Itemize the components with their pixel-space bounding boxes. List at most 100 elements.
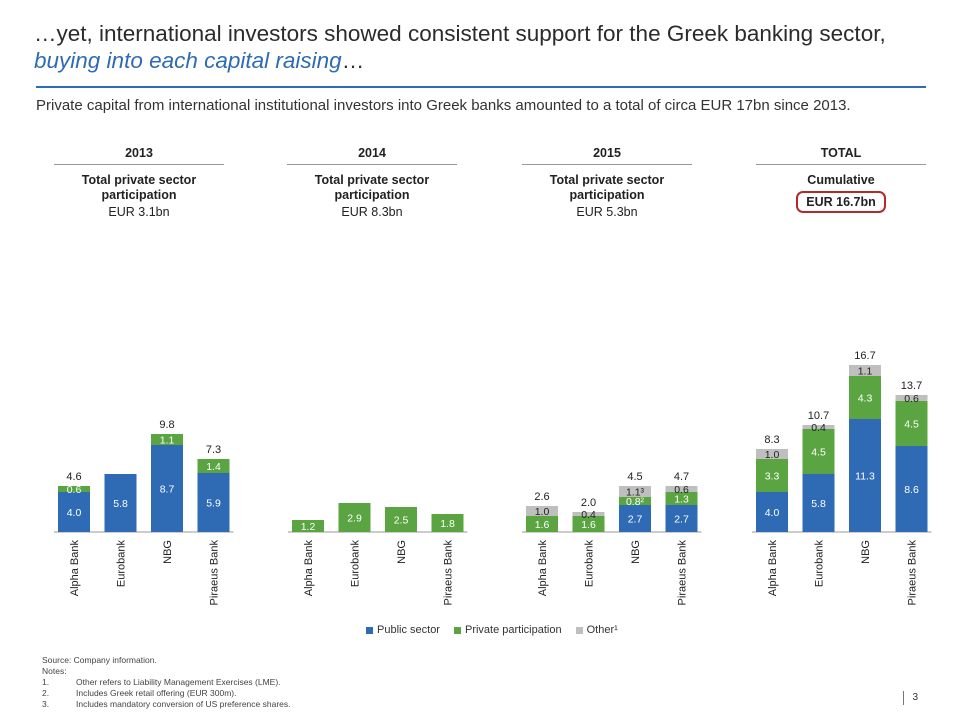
total-label: 2.6 [534, 491, 549, 503]
group-amount: EUR 5.3bn [576, 205, 638, 219]
bar-segment-other [802, 425, 835, 429]
total-label: 13.7 [901, 380, 922, 392]
data-label: 1.6 [535, 519, 550, 531]
group-header-2014: 2014 Total private sector participation … [287, 146, 457, 219]
title-highlight: buying into each capital raising [34, 48, 342, 73]
bar-segment-private [849, 376, 881, 419]
data-label: 1.3 [674, 494, 689, 506]
bar-segment-public [619, 505, 651, 532]
legend-swatch [453, 626, 461, 634]
group-year: 2014 [287, 146, 457, 165]
data-label: 5.9 [206, 498, 221, 510]
bar-segment-private [619, 497, 651, 505]
category-tick-label: Eurobank [814, 540, 826, 588]
total-label: 7.3 [206, 444, 221, 456]
category-tick-label: NBG [162, 540, 174, 564]
legend-item-public: Public sector [366, 624, 440, 636]
category-tick-label: Piraeus Bank [677, 540, 689, 606]
data-label: 4.5 [904, 419, 919, 431]
data-label: 2.7 [628, 514, 643, 526]
category-tick-label: NBG [860, 540, 872, 564]
category-tick-label: NBG [630, 540, 642, 564]
chart-legend: Public sector Private participation Othe… [366, 624, 618, 636]
bar-segment-other [849, 365, 881, 376]
total-label: 10.7 [808, 410, 829, 422]
bar-segment-other [619, 486, 651, 497]
group-amount: EUR 8.3bn [341, 205, 403, 219]
data-label: 1.1 [160, 435, 175, 447]
source-line: Source: Company information. [42, 655, 157, 665]
data-label: 1.1³ [626, 487, 645, 499]
bar-segment-private [665, 492, 698, 505]
bar-segment-private [385, 507, 417, 532]
bar-segment-public [58, 492, 90, 532]
bar-segment-private [58, 486, 90, 492]
footnote-3: 3. Includes mandatory conversion of US pr… [42, 699, 291, 709]
bar-segment-public [849, 419, 881, 532]
data-label: 4.5 [811, 447, 826, 459]
legend-item-other: Other¹ [575, 624, 618, 636]
bar-segment-private [338, 503, 371, 532]
data-label: 8.6 [904, 484, 919, 496]
group-header-2013: 2013 Total private sector participation … [54, 146, 224, 219]
title-text: …yet, international investors showed con… [34, 21, 886, 46]
total-label: 16.7 [854, 350, 875, 362]
page-number: 3 [903, 691, 918, 705]
notes-label: Notes: [42, 666, 67, 676]
total-label: 8.3 [764, 434, 779, 446]
bar-segment-private [802, 429, 835, 474]
category-tick-label: Alpha Bank [303, 540, 315, 597]
group-year: 2013 [54, 146, 224, 165]
total-label: 4.5 [627, 471, 642, 483]
group-label: Cumulative [807, 173, 875, 187]
data-label: 2.9 [347, 513, 362, 525]
total-label: 9.8 [159, 419, 174, 431]
legend-swatch [575, 626, 583, 634]
data-label: 1.8 [440, 518, 455, 530]
category-tick-label: Alpha Bank [537, 540, 549, 597]
title-rule [36, 86, 926, 88]
category-tick-label: Eurobank [350, 540, 362, 588]
category-tick-label: Piraeus Bank [443, 540, 455, 606]
bar-segment-private [756, 459, 788, 492]
category-tick-label: Alpha Bank [767, 540, 779, 597]
category-tick-label: Eurobank [116, 540, 128, 588]
legend-item-private: Private participation [453, 624, 562, 636]
bar-segment-public [802, 474, 835, 532]
group-label: Total private sector participation [81, 173, 197, 202]
group-label: Total private sector participation [549, 173, 665, 202]
bar-segment-public [895, 446, 928, 532]
group-amount: EUR 3.1bn [108, 205, 170, 219]
data-label: 5.8 [113, 498, 128, 510]
slide-subtitle: Private capital from international insti… [36, 97, 851, 114]
data-label: 2.5 [394, 515, 409, 527]
total-label: 2.0 [581, 497, 596, 509]
data-label: 4.3 [858, 393, 873, 405]
title-ellipsis: … [341, 48, 365, 73]
data-label: 0.8² [626, 496, 645, 508]
bar-segment-private [895, 401, 928, 446]
bar-segment-other [756, 449, 788, 459]
legend-label: Private participation [464, 624, 562, 636]
bar-segment-private [572, 516, 605, 532]
group-header-2015: 2015 Total private sector participation … [522, 146, 692, 219]
group-year: TOTAL [756, 146, 926, 165]
bar-segment-private [197, 459, 230, 473]
data-label: 1.2 [301, 521, 316, 533]
footnotes: Source: Company information. Notes: 1. Ot… [42, 655, 291, 710]
bar-segment-private [151, 434, 183, 445]
data-label: 2.7 [674, 514, 689, 526]
data-label: 11.3 [855, 471, 875, 483]
footnote-2: 2. Includes Greek retail offering (EUR 30… [42, 688, 237, 698]
data-label: 8.7 [160, 484, 175, 496]
bar-segment-private [526, 516, 558, 532]
data-label: 1.0 [765, 449, 780, 461]
bar-segment-private [292, 520, 324, 532]
bar-segment-other [572, 512, 605, 516]
data-label: 1.1 [858, 366, 873, 378]
legend-label: Other¹ [586, 624, 618, 636]
category-tick-label: Alpha Bank [69, 540, 81, 597]
bar-segment-other [895, 395, 928, 401]
footnote-1: 1. Other refers to Liability Management E… [42, 677, 281, 687]
